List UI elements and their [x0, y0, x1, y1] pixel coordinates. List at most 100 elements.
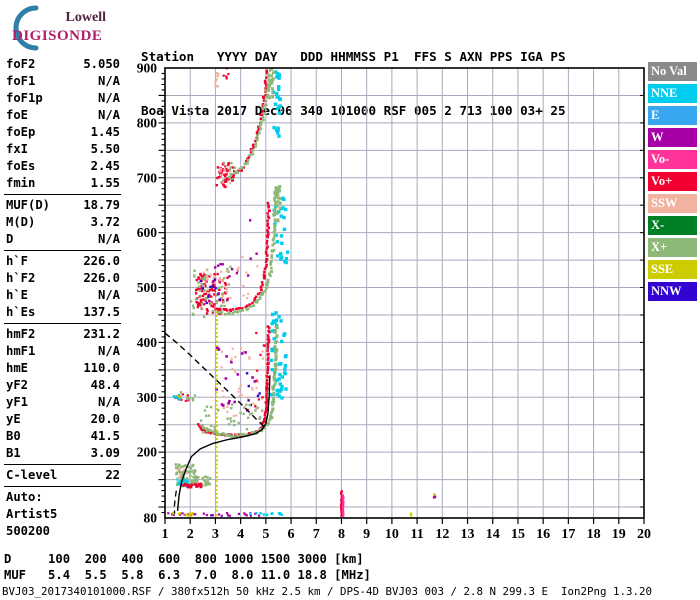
echo-dot — [225, 168, 228, 171]
echo-dot — [215, 471, 218, 474]
echo-dot — [249, 257, 252, 260]
echo-dot — [243, 406, 246, 409]
echo-dot — [270, 367, 274, 372]
echo-dot — [247, 155, 251, 158]
legend-item: SSE — [648, 260, 697, 279]
echo-dot — [219, 173, 222, 176]
echo-dot — [340, 496, 343, 500]
echo-dot — [265, 381, 269, 385]
y-tick-label: 400 — [137, 335, 158, 350]
echo-dot — [266, 349, 269, 352]
cluster-f3-blob-red — [215, 162, 236, 189]
echo-dot — [261, 357, 264, 360]
x-tick-label: 11 — [410, 527, 423, 542]
echo-dot — [246, 307, 250, 311]
echo-dot — [206, 309, 209, 312]
echo-dot — [239, 384, 242, 387]
echo-dot — [185, 470, 188, 473]
echo-dot — [226, 268, 229, 271]
echo-dot — [267, 336, 270, 339]
echo-dot — [218, 433, 221, 437]
echo-dot — [267, 88, 271, 92]
echo-dot — [201, 294, 205, 298]
param-label: B0 — [6, 429, 21, 443]
echo-dot — [277, 188, 281, 192]
echo-dot — [202, 298, 205, 301]
echo-dot — [216, 85, 219, 88]
echo-dot — [258, 428, 262, 431]
echo-dot — [275, 378, 279, 382]
param-row: foF1 N/A — [6, 73, 120, 90]
param-label: yF1 — [6, 395, 29, 409]
echo-dot — [270, 266, 273, 270]
echo-dot — [187, 471, 191, 474]
echo-dot — [220, 170, 224, 173]
x-tick-label: 10 — [385, 527, 399, 542]
echo-dot — [215, 455, 218, 457]
echo-dot — [274, 354, 278, 358]
echo-dot — [215, 421, 218, 423]
echo-dot — [207, 428, 211, 432]
echo-dot — [231, 175, 235, 178]
echo-dot — [245, 372, 249, 375]
echo-dot — [272, 242, 276, 245]
echo-dot — [274, 329, 277, 333]
echo-dot — [200, 283, 203, 286]
echo-dot — [225, 77, 228, 80]
echo-dot — [226, 410, 229, 413]
echo-dot — [233, 310, 237, 314]
echo-dot — [205, 427, 209, 431]
echo-dot — [215, 429, 218, 432]
echo-dot — [201, 476, 205, 480]
echo-dot — [271, 243, 275, 247]
echo-dot — [244, 305, 247, 309]
echo-dot — [190, 470, 194, 473]
echo-dot — [200, 482, 203, 485]
echo-dot — [244, 433, 247, 437]
echo-dot — [228, 275, 231, 278]
echo-dot — [185, 480, 189, 484]
echo-dot — [228, 423, 231, 426]
echo-dot — [245, 271, 248, 274]
echo-dot — [242, 350, 245, 353]
param-row: B0 41.5 — [6, 428, 120, 445]
param-value: N/A — [97, 288, 120, 302]
echo-dot — [265, 234, 269, 238]
echo-dot — [216, 366, 218, 368]
echo-dot — [259, 353, 262, 356]
echo-dot — [228, 514, 231, 517]
echo-dot — [262, 273, 266, 276]
echo-dot — [264, 87, 267, 90]
legend-item: E — [648, 106, 697, 125]
echo-dot — [266, 86, 270, 89]
echo-dot — [213, 293, 216, 296]
echo-dot — [196, 303, 200, 307]
echo-dot — [340, 498, 343, 502]
param-row: hmF1 N/A — [6, 343, 120, 360]
echo-dot — [183, 484, 186, 487]
echo-dot — [193, 394, 196, 397]
echo-dot — [195, 485, 198, 488]
echo-dot — [181, 478, 185, 482]
echo-dot — [256, 137, 259, 141]
echo-dot — [221, 263, 224, 266]
echo-dot — [262, 513, 265, 516]
echo-dot — [189, 467, 193, 470]
station-header: Station YYYY DAY DDD HHMMSS P1 FFS S AXN… — [141, 12, 566, 138]
x-tick-label: 5 — [262, 527, 269, 542]
echo-dot — [243, 512, 246, 515]
echo-dot — [340, 500, 343, 503]
y-tick-label: 80 — [144, 511, 158, 526]
echo-dot — [266, 379, 269, 382]
x-tick-label: 9 — [363, 527, 370, 542]
echo-dot — [274, 201, 278, 205]
echo-dot — [213, 273, 216, 276]
x-tick-label: 15 — [511, 527, 525, 542]
echo-dot — [270, 68, 274, 71]
echo-dot — [279, 252, 283, 256]
echo-dot — [271, 312, 275, 317]
echo-dot — [215, 344, 218, 347]
echo-dot — [273, 209, 277, 213]
x-tick-label: 6 — [288, 527, 295, 542]
param-row: foF1p N/A — [6, 90, 120, 107]
